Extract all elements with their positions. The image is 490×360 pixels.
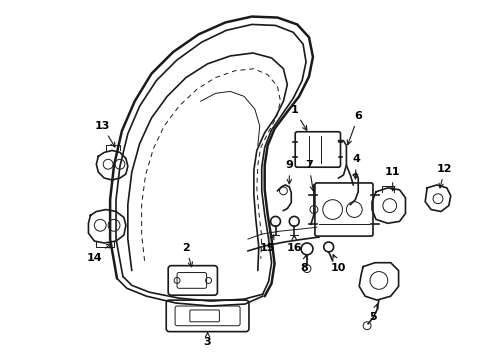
Text: 12: 12 bbox=[437, 164, 453, 188]
Text: 13: 13 bbox=[95, 121, 115, 147]
Text: 2: 2 bbox=[182, 243, 193, 267]
Text: 6: 6 bbox=[347, 111, 362, 145]
Text: 15: 15 bbox=[260, 235, 275, 253]
Text: 3: 3 bbox=[204, 332, 211, 347]
Text: 1: 1 bbox=[291, 105, 307, 130]
Text: 11: 11 bbox=[385, 167, 400, 191]
Text: 16: 16 bbox=[287, 235, 302, 253]
Text: 9: 9 bbox=[285, 160, 293, 184]
Text: 5: 5 bbox=[369, 304, 378, 322]
Text: 4: 4 bbox=[352, 154, 360, 179]
Text: 14: 14 bbox=[87, 244, 111, 263]
Text: 7: 7 bbox=[305, 160, 315, 191]
Text: 8: 8 bbox=[300, 255, 308, 273]
Text: 10: 10 bbox=[331, 255, 346, 273]
